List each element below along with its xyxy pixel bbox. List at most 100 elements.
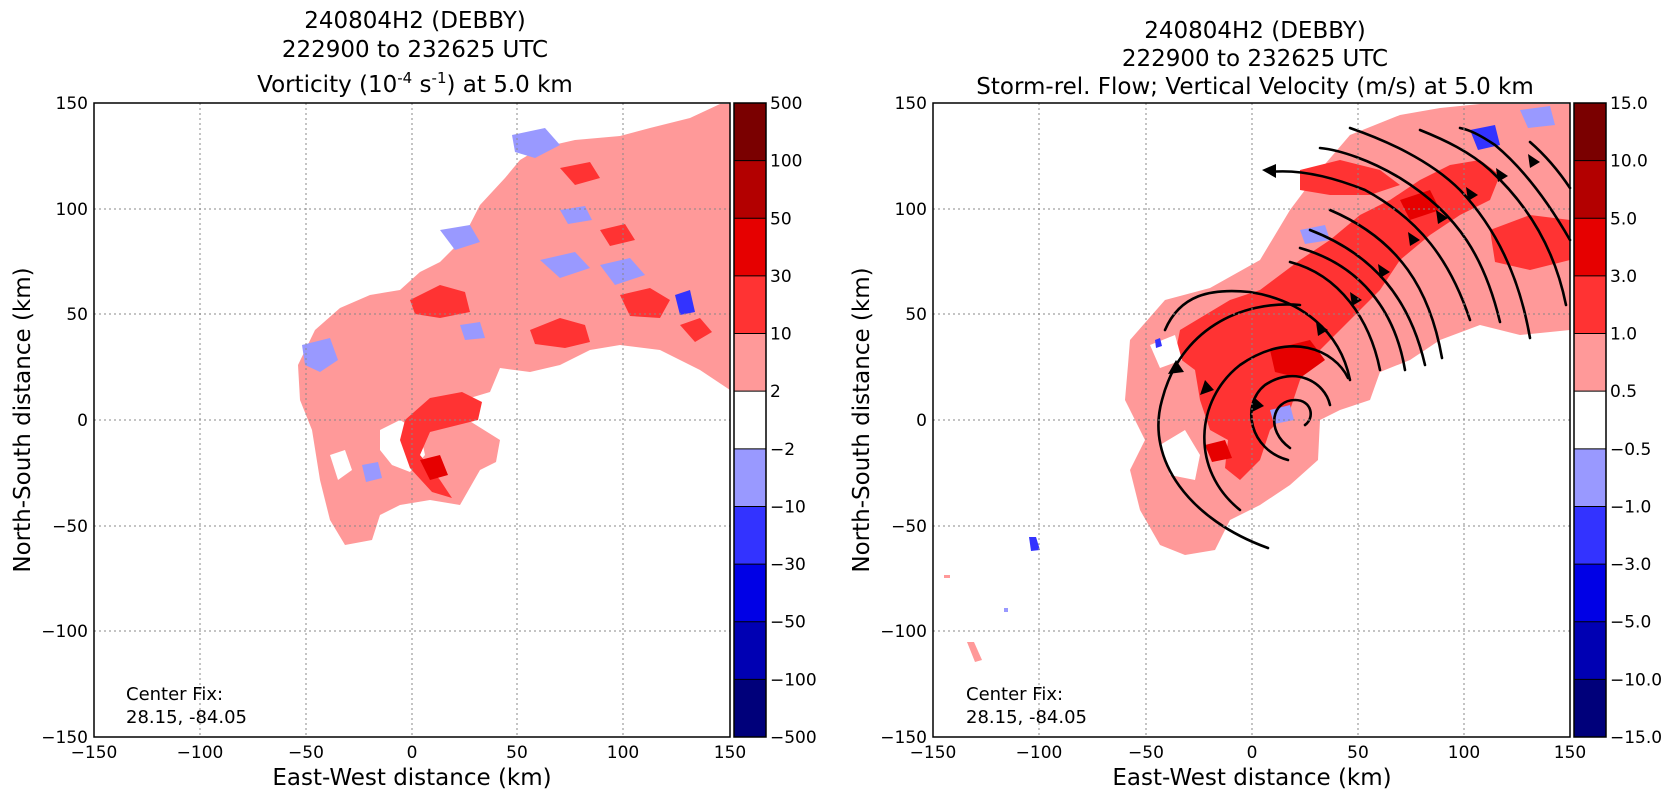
vorticity-center-fix-label: Center Fix: (126, 684, 223, 705)
vorticity-colorbar-swatch (734, 218, 766, 277)
streamline-arrowhead (1496, 168, 1508, 182)
velocity-plot-frame (932, 102, 1571, 738)
vorticity-y-tick-label: −100 (41, 622, 88, 642)
velocity-colorbar-label: 10.0 (1610, 152, 1648, 172)
vorticity-colorbar-label: −50 (770, 613, 806, 633)
velocity-colorbar-swatch (1574, 275, 1606, 335)
streamline (1298, 246, 1407, 372)
velocity-colorbar-swatch (1574, 448, 1606, 507)
velocity-x-tick-label: 150 (1554, 743, 1586, 763)
vorticity-weak-negative-region (600, 258, 645, 285)
vorticity-y-tick-label: 50 (66, 305, 88, 325)
velocity-x-tick-labels: −150 −100 −50 0 50 100 150 (910, 743, 1587, 763)
vorticity-title-sup-2: -1 (432, 69, 447, 87)
vorticity-moderate-positive-region (560, 162, 600, 185)
vorticity-y-tick-label: −50 (52, 517, 88, 537)
vorticity-colorbar-label: −30 (770, 555, 806, 575)
velocity-y-tick-label: −100 (880, 622, 927, 642)
vorticity-colorbar-swatch (734, 621, 766, 680)
velocity-title-line-1: 240804H2 (DEBBY) (1144, 18, 1366, 44)
velocity-y-tick-label: −150 (880, 728, 927, 748)
vorticity-title-post: ) at 5.0 km (447, 72, 573, 98)
velocity-colorbar-swatch (1574, 391, 1606, 450)
velocity-colorbar-swatch (1574, 679, 1606, 738)
vorticity-y-tick-label: 0 (77, 411, 88, 431)
velocity-colorbar-swatch (1574, 160, 1606, 219)
velocity-hole (1160, 430, 1200, 480)
streamline-arrowhead (1252, 398, 1264, 412)
vorticity-colorbar-frame (733, 102, 767, 738)
vorticity-colorbar-swatch (734, 391, 766, 450)
vorticity-moderate-positive-region (600, 224, 635, 246)
vorticity-title-line-3: Vorticity (10-4 s-1) at 5.0 km (257, 69, 573, 98)
vorticity-weak-negative-region (440, 225, 480, 250)
velocity-weak-updraft-region (967, 642, 982, 662)
vorticity-moderate-positive-region (400, 392, 482, 498)
velocity-colorbar-swatch (1574, 621, 1606, 680)
vorticity-colorbar-swatch (734, 564, 766, 623)
vorticity-colorbar-label: −100 (770, 670, 817, 690)
vorticity-title-pre: Vorticity (10 (257, 72, 397, 98)
velocity-colorbar-swatch (1574, 218, 1606, 277)
vorticity-colorbar-swatch (734, 448, 766, 507)
vorticity-weak-negative-region (560, 206, 592, 224)
vorticity-title-mid: s (412, 72, 431, 98)
vorticity-y-tick-label: 150 (56, 94, 88, 114)
velocity-colorbar-frame (1573, 102, 1607, 738)
velocity-y-tick-label: 150 (895, 94, 927, 114)
velocity-x-tick-label: −50 (1128, 743, 1164, 763)
velocity-weak-downdraft-region (1300, 225, 1330, 244)
velocity-y-tick-label: 50 (905, 305, 927, 325)
velocity-colorbar-swatch (1574, 564, 1606, 623)
vorticity-x-tick-labels: −150 −100 −50 0 50 100 150 (71, 743, 747, 763)
vorticity-weak-positive-region (298, 104, 730, 545)
velocity-center-fix-value: 28.15, -84.05 (966, 707, 1087, 728)
streamline (1203, 345, 1350, 512)
vorticity-title-line-1: 240804H2 (DEBBY) (304, 8, 526, 34)
vorticity-colorbar-swatch (734, 679, 766, 738)
velocity-colorbar-label: 15.0 (1610, 94, 1648, 114)
streamline-arrowhead (1408, 232, 1420, 246)
streamline-arrowhead (1436, 210, 1448, 224)
velocity-x-tick-label: −150 (910, 743, 957, 763)
streamline-arrowhead (1316, 322, 1328, 336)
vorticity-x-axis-label: East-West distance (km) (272, 765, 551, 791)
vorticity-colorbar-label: 50 (770, 209, 792, 229)
velocity-y-axis-label: North-South distance (km) (849, 267, 875, 572)
velocity-gridlines (933, 103, 1570, 737)
velocity-colorbar-label: −15.0 (1610, 728, 1662, 748)
velocity-strong-updraft-region (1205, 440, 1232, 462)
streamline (1458, 126, 1572, 242)
velocity-x-tick-label: 0 (1247, 743, 1258, 763)
velocity-colorbar-swatch (1574, 506, 1606, 565)
vorticity-colorbar-label: −500 (770, 728, 817, 748)
vorticity-x-tick-label: −100 (177, 743, 224, 763)
vorticity-moderate-positive-region (620, 288, 670, 318)
vorticity-moderate-positive-region (680, 318, 712, 342)
streamline-arrowhead (1466, 187, 1478, 201)
velocity-x-axis-label: East-West distance (km) (1112, 765, 1391, 791)
velocity-colorbar-label: −0.5 (1610, 440, 1651, 460)
vorticity-x-tick-label: −50 (288, 743, 324, 763)
vorticity-x-tick-label: 150 (714, 743, 746, 763)
vorticity-weak-negative-region (460, 322, 485, 340)
vorticity-y-tick-label: 100 (56, 200, 88, 220)
vorticity-title-sup-1: -4 (397, 69, 412, 87)
velocity-colorbar-label: −10.0 (1610, 670, 1662, 690)
vorticity-panel: 240804H2 (DEBBY) 222900 to 232625 UTC Vo… (10, 8, 817, 791)
vorticity-x-tick-label: 50 (506, 743, 528, 763)
vorticity-weak-negative-region (512, 128, 560, 158)
velocity-y-tick-label: −50 (891, 517, 927, 537)
velocity-title-line-2: 222900 to 232625 UTC (1122, 46, 1388, 72)
velocity-field (944, 104, 1570, 662)
velocity-colorbar-label: −1.0 (1610, 497, 1651, 517)
streamline-arrowhead (1262, 164, 1276, 178)
vorticity-colorbar-label: 2 (770, 382, 781, 402)
streamline (1318, 146, 1502, 324)
vorticity-colorbar-swatch (734, 160, 766, 219)
vorticity-colorbar-label: −10 (770, 497, 806, 517)
velocity-weak-updraft-region (944, 575, 950, 578)
velocity-colorbar-label: 1.0 (1610, 325, 1637, 345)
